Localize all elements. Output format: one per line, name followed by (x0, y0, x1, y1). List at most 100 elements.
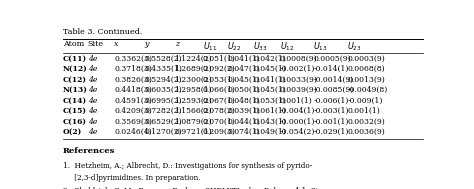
Text: O(2): O(2) (63, 128, 82, 136)
Text: -0.054(2): -0.054(2) (280, 128, 315, 136)
Text: 0.042(1): 0.042(1) (253, 55, 286, 63)
Text: $U_{23}$: $U_{23}$ (347, 40, 362, 53)
Text: 0.1270(2): 0.1270(2) (145, 128, 182, 136)
Text: $U_{11}$: $U_{11}$ (202, 40, 217, 53)
Text: -0.014(1): -0.014(1) (313, 65, 349, 73)
Text: 0.001(1): 0.001(1) (280, 97, 312, 105)
Text: 0.0246(4): 0.0246(4) (114, 128, 152, 136)
Text: 0.5528(2): 0.5528(2) (145, 55, 182, 63)
Text: 0.0033(9): 0.0033(9) (280, 76, 318, 84)
Text: -0.029(1): -0.029(1) (313, 128, 349, 136)
Text: 0.074(1): 0.074(1) (228, 128, 260, 136)
Text: 0.078(2): 0.078(2) (202, 107, 235, 115)
Text: 0.0036(9): 0.0036(9) (347, 128, 385, 136)
Text: 0.7282(2): 0.7282(2) (145, 107, 182, 115)
Text: 0.044(1): 0.044(1) (228, 118, 260, 125)
Text: Atom: Atom (63, 40, 84, 48)
Text: 0.3826(3): 0.3826(3) (114, 76, 152, 84)
Text: 0.0008(9): 0.0008(9) (280, 55, 317, 63)
Text: 0.048(1): 0.048(1) (228, 97, 260, 105)
Text: 0.045(1): 0.045(1) (253, 86, 286, 94)
Text: 4e: 4e (88, 55, 97, 63)
Text: 0.4209(3): 0.4209(3) (114, 107, 152, 115)
Text: -0.009(1): -0.009(1) (347, 97, 383, 105)
Text: 4e: 4e (88, 128, 97, 136)
Text: 0.3718(3): 0.3718(3) (114, 65, 152, 73)
Text: 4e: 4e (88, 118, 97, 125)
Text: 0.001(1): 0.001(1) (347, 107, 380, 115)
Text: C(15): C(15) (63, 107, 87, 115)
Text: 0.0003(9): 0.0003(9) (347, 55, 385, 63)
Text: 0.043(1): 0.043(1) (253, 118, 286, 125)
Text: 0.049(1): 0.049(1) (253, 128, 286, 136)
Text: 0.045(1): 0.045(1) (253, 65, 286, 73)
Text: 0.5294(2): 0.5294(2) (145, 76, 182, 84)
Text: 0.061(1): 0.061(1) (253, 107, 286, 115)
Text: 4e: 4e (88, 65, 97, 73)
Text: N(13): N(13) (63, 86, 88, 94)
Text: -0.003(1): -0.003(1) (313, 107, 349, 115)
Text: 0.051(1): 0.051(1) (202, 55, 235, 63)
Text: Site: Site (88, 40, 104, 48)
Text: 0.070(1): 0.070(1) (202, 118, 235, 125)
Text: y: y (145, 40, 149, 48)
Text: C(11): C(11) (63, 55, 87, 63)
Text: 0.3569(3): 0.3569(3) (114, 118, 152, 125)
Text: 1.2300(2): 1.2300(2) (174, 76, 212, 84)
Text: x: x (114, 40, 119, 48)
Text: -0.000(1): -0.000(1) (280, 118, 315, 125)
Text: 1.2593(2): 1.2593(2) (174, 97, 212, 105)
Text: 0.4335(1): 0.4335(1) (145, 65, 182, 73)
Text: 1.1566(2): 1.1566(2) (174, 107, 212, 115)
Text: $U_{13}$: $U_{13}$ (313, 40, 328, 53)
Text: -0.0014(9): -0.0014(9) (313, 76, 354, 84)
Text: N(12): N(12) (63, 65, 88, 73)
Text: References: References (63, 146, 115, 155)
Text: 0.039(1): 0.039(1) (228, 107, 260, 115)
Text: 0.6995(2): 0.6995(2) (145, 97, 182, 105)
Text: 0.041(1): 0.041(1) (228, 55, 260, 63)
Text: 0.4591(3): 0.4591(3) (114, 97, 152, 105)
Text: 0.6529(2): 0.6529(2) (145, 118, 182, 125)
Text: $U_{12}$: $U_{12}$ (280, 40, 294, 53)
Text: 4e: 4e (88, 97, 97, 105)
Text: -0.0085(9): -0.0085(9) (313, 86, 354, 94)
Text: 0.0039(9): 0.0039(9) (280, 86, 318, 94)
Text: 0.045(1): 0.045(1) (228, 76, 260, 84)
Text: 0.050(1): 0.050(1) (228, 86, 260, 94)
Text: 1.0879(2): 1.0879(2) (174, 118, 212, 125)
Text: 0.041(1): 0.041(1) (253, 76, 286, 84)
Text: 0.0013(9): 0.0013(9) (347, 76, 385, 84)
Text: -0.002(1): -0.002(1) (280, 65, 315, 73)
Text: 1.  Hetzheim, A.; Albrecht, D.: Investigations for synthesis of pyrido-: 1. Hetzheim, A.; Albrecht, D.: Investiga… (63, 162, 312, 170)
Text: z: z (174, 40, 179, 48)
Text: 0.0032(9): 0.0032(9) (347, 118, 385, 125)
Text: 1.2689(2): 1.2689(2) (174, 65, 212, 73)
Text: 0.6035(2): 0.6035(2) (145, 86, 182, 94)
Text: Table 3. Continued.: Table 3. Continued. (63, 28, 142, 36)
Text: C(14): C(14) (63, 97, 87, 105)
Text: 0.0005(9): 0.0005(9) (313, 55, 351, 63)
Text: 0.053(1): 0.053(1) (253, 97, 286, 105)
Text: 1.2958(1): 1.2958(1) (174, 86, 212, 94)
Text: 4e: 4e (88, 107, 97, 115)
Text: 0.9721(1): 0.9721(1) (174, 128, 212, 136)
Text: 2.  Sheldrick, G. M.: Program Package SHELXTL-plus. Release 4.1. Sie-: 2. Sheldrick, G. M.: Program Package SHE… (63, 187, 325, 189)
Text: 1.1224(2): 1.1224(2) (174, 55, 212, 63)
Text: 0.4418(3): 0.4418(3) (114, 86, 152, 94)
Text: 0.092(2): 0.092(2) (202, 65, 235, 73)
Text: -0.004(1): -0.004(1) (280, 107, 315, 115)
Text: C(12): C(12) (63, 76, 87, 84)
Text: $U_{33}$: $U_{33}$ (253, 40, 268, 53)
Text: 0.067(1): 0.067(1) (202, 97, 235, 105)
Text: $U_{22}$: $U_{22}$ (228, 40, 242, 53)
Text: 0.047(1): 0.047(1) (228, 65, 260, 73)
Text: -0.0049(8): -0.0049(8) (347, 86, 388, 94)
Text: C(16): C(16) (63, 118, 87, 125)
Text: 0.0068(8): 0.0068(8) (347, 65, 385, 73)
Text: 0.209(3): 0.209(3) (202, 128, 236, 136)
Text: 4e: 4e (88, 86, 97, 94)
Text: -0.006(1): -0.006(1) (313, 97, 349, 105)
Text: 4e: 4e (88, 76, 97, 84)
Text: 0.3362(3): 0.3362(3) (114, 55, 152, 63)
